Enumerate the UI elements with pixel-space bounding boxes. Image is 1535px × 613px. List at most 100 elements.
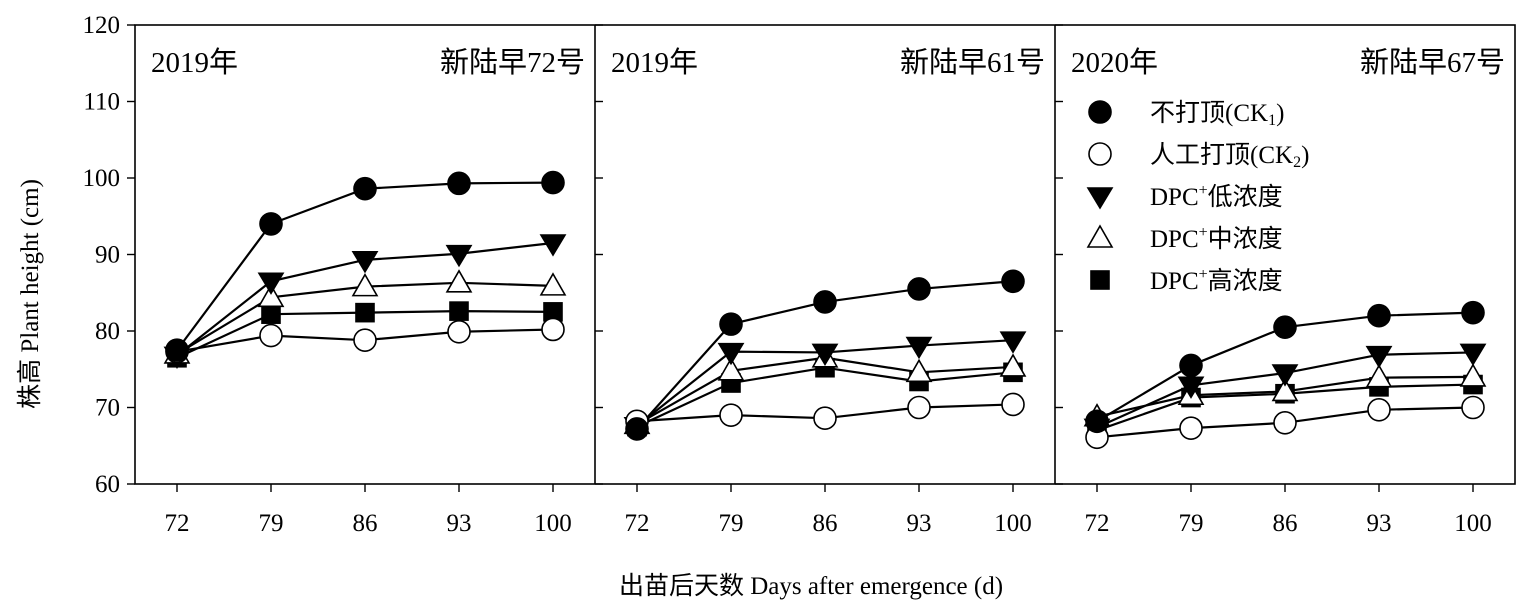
data-point bbox=[261, 304, 281, 324]
data-point bbox=[447, 171, 471, 196]
data-point bbox=[1459, 343, 1487, 366]
panel-year: 2019年 bbox=[611, 46, 698, 79]
x-tick-label: 79 bbox=[719, 510, 744, 537]
x-tick-label: 86 bbox=[1273, 510, 1298, 537]
legend-item: 不打顶(CK1) bbox=[1088, 99, 1284, 129]
data-point bbox=[541, 317, 565, 342]
data-point bbox=[1365, 345, 1393, 369]
y-tick-label: 70 bbox=[95, 395, 120, 422]
legend-item: DPC+低浓度 bbox=[1086, 182, 1283, 211]
legend-label: DPC+低浓度 bbox=[1150, 182, 1283, 211]
data-point bbox=[1273, 315, 1297, 339]
data-point bbox=[907, 395, 931, 420]
data-point bbox=[905, 336, 933, 360]
data-point bbox=[907, 277, 931, 301]
panel-cultivar: 新陆早72号 bbox=[440, 46, 585, 79]
data-point bbox=[539, 272, 567, 296]
x-tick-label: 93 bbox=[447, 510, 472, 537]
x-tick-label: 86 bbox=[353, 510, 378, 537]
x-tick-label: 72 bbox=[165, 510, 190, 537]
data-point bbox=[1085, 409, 1109, 434]
data-point bbox=[1001, 269, 1025, 294]
x-tick-label: 72 bbox=[625, 510, 650, 537]
panel-2: 72 79 86 93 100 2019年 新陆早61号 bbox=[611, 46, 1045, 537]
legend-marker bbox=[1088, 142, 1112, 166]
data-point bbox=[257, 283, 285, 308]
x-axis-label: 出苗后天数 Days after emergence (d) bbox=[619, 572, 1003, 600]
data-point bbox=[259, 212, 283, 236]
legend-item: DPC+中浓度 bbox=[1086, 224, 1283, 253]
x-tick-label: 86 bbox=[813, 510, 838, 537]
data-point bbox=[353, 328, 377, 352]
legend-item: DPC+高浓度 bbox=[1090, 266, 1283, 295]
data-point bbox=[1367, 397, 1391, 422]
y-tick-label: 80 bbox=[95, 318, 120, 345]
data-point bbox=[717, 357, 745, 381]
data-point bbox=[625, 417, 649, 441]
data-point bbox=[259, 323, 283, 348]
data-point bbox=[447, 319, 471, 344]
legend-marker bbox=[1090, 270, 1110, 290]
panel-1: 72 79 86 93 100 2019年 新陆早72号 bbox=[151, 46, 585, 537]
y-tick-label: 100 bbox=[83, 165, 121, 192]
panel-cultivar: 新陆早67号 bbox=[1360, 46, 1505, 79]
data-point bbox=[905, 358, 933, 383]
y-axis-label: 株高 Plant height (cm) bbox=[16, 179, 44, 409]
data-point bbox=[1271, 364, 1299, 387]
data-point bbox=[539, 234, 567, 257]
data-point bbox=[257, 272, 285, 295]
data-point bbox=[445, 244, 473, 268]
data-point bbox=[445, 269, 473, 293]
y-tick-label: 110 bbox=[83, 89, 120, 116]
legend-item: 人工打顶(CK2) bbox=[1088, 141, 1309, 171]
data-point bbox=[1271, 377, 1299, 402]
data-point bbox=[355, 302, 375, 323]
data-point bbox=[449, 301, 469, 321]
data-point bbox=[353, 176, 377, 201]
legend-label: 人工打顶(CK2) bbox=[1150, 141, 1309, 171]
panel-year: 2019年 bbox=[151, 46, 238, 79]
data-point bbox=[351, 251, 379, 274]
x-tick-label: 79 bbox=[1179, 510, 1204, 537]
x-tick-label: 100 bbox=[1454, 510, 1492, 537]
data-point bbox=[1179, 416, 1203, 440]
panel-year: 2020年 bbox=[1071, 46, 1158, 79]
data-point bbox=[719, 312, 743, 336]
data-point bbox=[813, 290, 837, 314]
legend-label: DPC+中浓度 bbox=[1150, 224, 1283, 253]
data-point bbox=[1177, 376, 1205, 399]
y-tick-label: 120 bbox=[83, 12, 121, 39]
axes-layer: 60 70 80 90 100 110 120 bbox=[83, 12, 1516, 498]
panel-cultivar: 新陆早61号 bbox=[900, 46, 1045, 79]
legend: 不打顶(CK1) 人工打顶(CK2) DPC+低浓度 DPC+中浓度 DPC+高浓度 bbox=[1086, 99, 1309, 295]
data-point bbox=[1461, 395, 1485, 420]
x-tick-label: 93 bbox=[1367, 510, 1392, 537]
data-point bbox=[1367, 303, 1391, 328]
data-point bbox=[541, 170, 565, 195]
data-point bbox=[717, 342, 745, 366]
data-point bbox=[1179, 353, 1203, 378]
data-point bbox=[1273, 410, 1297, 435]
data-point bbox=[719, 403, 743, 427]
data-point bbox=[1459, 363, 1487, 387]
legend-marker bbox=[1088, 100, 1112, 124]
data-point bbox=[1001, 392, 1025, 417]
data-point bbox=[351, 273, 379, 297]
data-point bbox=[1365, 364, 1393, 388]
x-tick-label: 93 bbox=[907, 510, 932, 537]
data-point bbox=[813, 406, 837, 431]
x-tick-label: 79 bbox=[259, 510, 284, 537]
data-point bbox=[999, 353, 1027, 377]
data-point bbox=[999, 331, 1027, 354]
x-tick-label: 72 bbox=[1085, 510, 1110, 537]
panel-3: 72 79 86 93 100 2020年 新陆早67号 bbox=[1071, 46, 1505, 537]
legend-marker bbox=[1086, 224, 1114, 248]
legend-label: 不打顶(CK1) bbox=[1150, 99, 1284, 129]
x-tick-label: 100 bbox=[994, 510, 1032, 537]
x-tick-label: 100 bbox=[534, 510, 572, 537]
data-point bbox=[811, 343, 839, 366]
y-tick-label: 60 bbox=[95, 471, 120, 498]
data-point bbox=[1461, 300, 1485, 325]
